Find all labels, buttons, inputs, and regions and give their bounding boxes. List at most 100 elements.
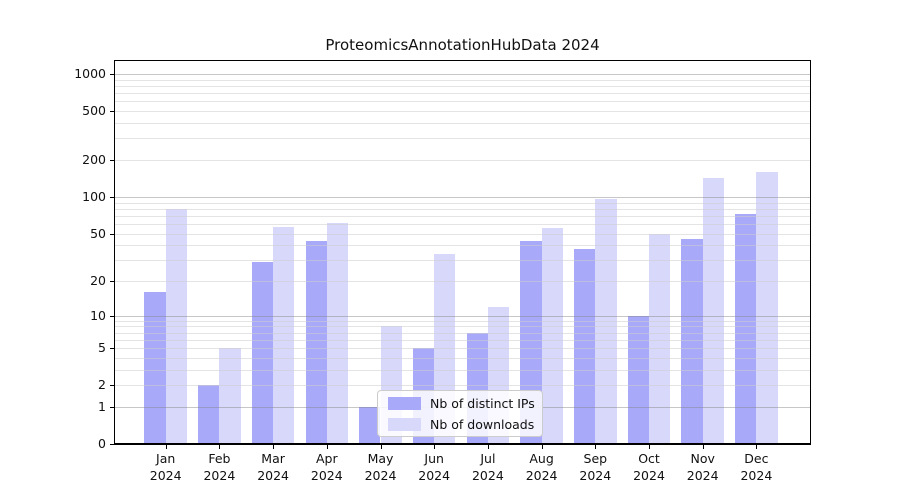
x-tick (219, 445, 221, 449)
bar-oct-downloads (649, 233, 671, 444)
x-tick-label: Aug 2024 (525, 451, 558, 483)
x-tick-label: Sep 2024 (579, 451, 612, 483)
y-tick-label: 20 (90, 273, 106, 288)
x-tick (273, 445, 275, 449)
gridline (115, 326, 810, 328)
bar-mar-distinct-ips (251, 261, 274, 444)
gridline (115, 215, 810, 217)
gridline (115, 260, 810, 262)
bar-may-distinct-ips (359, 406, 381, 444)
gridline (115, 320, 810, 322)
gridline (115, 196, 810, 198)
x-tick-label: Jun 2024 (418, 451, 451, 483)
y-tick (110, 348, 114, 350)
gridline (115, 79, 810, 81)
gridline (115, 233, 810, 235)
x-tick-label: Feb 2024 (203, 451, 236, 483)
legend-swatch-distinct-ips (388, 396, 421, 410)
bar-aug-downloads (541, 228, 563, 444)
bar-nov-distinct-ips (681, 239, 703, 444)
y-tick-label: 0 (98, 436, 106, 451)
y-tick-label: 1 (98, 398, 106, 414)
gridline (115, 315, 810, 317)
x-tick-label: Nov 2024 (686, 451, 719, 483)
gridline (115, 86, 810, 87)
gridline (115, 208, 810, 210)
x-tick (595, 445, 597, 449)
bar-dec-downloads (756, 172, 778, 444)
plot-area (115, 60, 810, 444)
y-tick-label: 1000 (74, 66, 106, 81)
legend-label-distinct-ips: Nb of distinct IPs (430, 395, 535, 411)
y-tick (110, 160, 114, 161)
y-tick-label: 500 (82, 103, 106, 119)
gridline (115, 160, 810, 161)
gridline (115, 332, 810, 334)
top-spine (115, 60, 811, 61)
y-tick (110, 444, 114, 445)
gridline (115, 369, 810, 371)
x-tick (326, 445, 328, 449)
y-tick (110, 406, 114, 408)
x-tick-label: Jul 2024 (471, 451, 504, 483)
bar-oct-distinct-ips (627, 315, 649, 444)
y-tick-label: 5 (98, 340, 106, 356)
gridline (115, 202, 810, 204)
legend-label-downloads: Nb of downloads (430, 416, 535, 432)
gridline (115, 111, 810, 113)
x-tick (380, 445, 382, 449)
x-tick (434, 445, 436, 449)
bar-apr-distinct-ips (305, 241, 327, 444)
y-tick (110, 74, 114, 75)
y-tick (110, 233, 114, 235)
y-tick-label: 10 (90, 307, 106, 323)
legend-swatch-downloads (388, 417, 421, 431)
x-tick (165, 445, 167, 449)
legend-item-distinct-ips: Nb of distinct IPs (378, 396, 542, 411)
bar-dec-distinct-ips (735, 213, 757, 444)
gridline (115, 223, 810, 225)
gridline (115, 348, 810, 350)
x-tick-label: May 2024 (364, 451, 397, 483)
x-axis-line (114, 443, 811, 445)
bar-feb-downloads (219, 348, 241, 444)
x-tick (541, 445, 543, 449)
x-tick (649, 445, 650, 449)
gridline (115, 74, 810, 75)
y-tick (110, 385, 114, 387)
y-tick-label: 2 (98, 377, 106, 393)
x-tick (756, 445, 758, 449)
right-spine (810, 60, 811, 444)
x-tick (702, 445, 704, 449)
x-tick-label: Jan 2024 (149, 451, 182, 483)
gridline (115, 93, 810, 95)
y-tick-label: 50 (90, 225, 106, 241)
x-tick-label: Dec 2024 (740, 451, 773, 483)
chart-title: ProteomicsAnnotationHubData 2024 (325, 36, 600, 54)
x-tick-label: Apr 2024 (310, 451, 343, 483)
legend-item-downloads: Nb of downloads (378, 417, 542, 432)
x-tick (487, 445, 489, 449)
x-tick-label: Mar 2024 (257, 451, 289, 483)
gridline (115, 123, 810, 124)
y-tick (110, 315, 114, 317)
gridline (115, 339, 810, 341)
bar-nov-downloads (702, 177, 724, 444)
y-tick-label: 100 (82, 188, 106, 204)
gridline (115, 281, 810, 282)
y-tick-label: 200 (82, 152, 106, 167)
bar-jan-distinct-ips (144, 292, 166, 444)
gridline (115, 385, 810, 387)
left-spine (114, 60, 115, 444)
gridline (115, 245, 810, 247)
bar-sep-distinct-ips (574, 249, 596, 444)
legend: Nb of distinct IPs Nb of downloads (377, 390, 543, 437)
bar-feb-distinct-ips (198, 385, 220, 444)
bar-mar-downloads (273, 226, 295, 444)
x-tick-label: Oct 2024 (633, 451, 665, 483)
y-tick (110, 281, 114, 282)
gridline (115, 138, 810, 140)
y-tick (110, 111, 114, 113)
y-tick (110, 196, 114, 198)
